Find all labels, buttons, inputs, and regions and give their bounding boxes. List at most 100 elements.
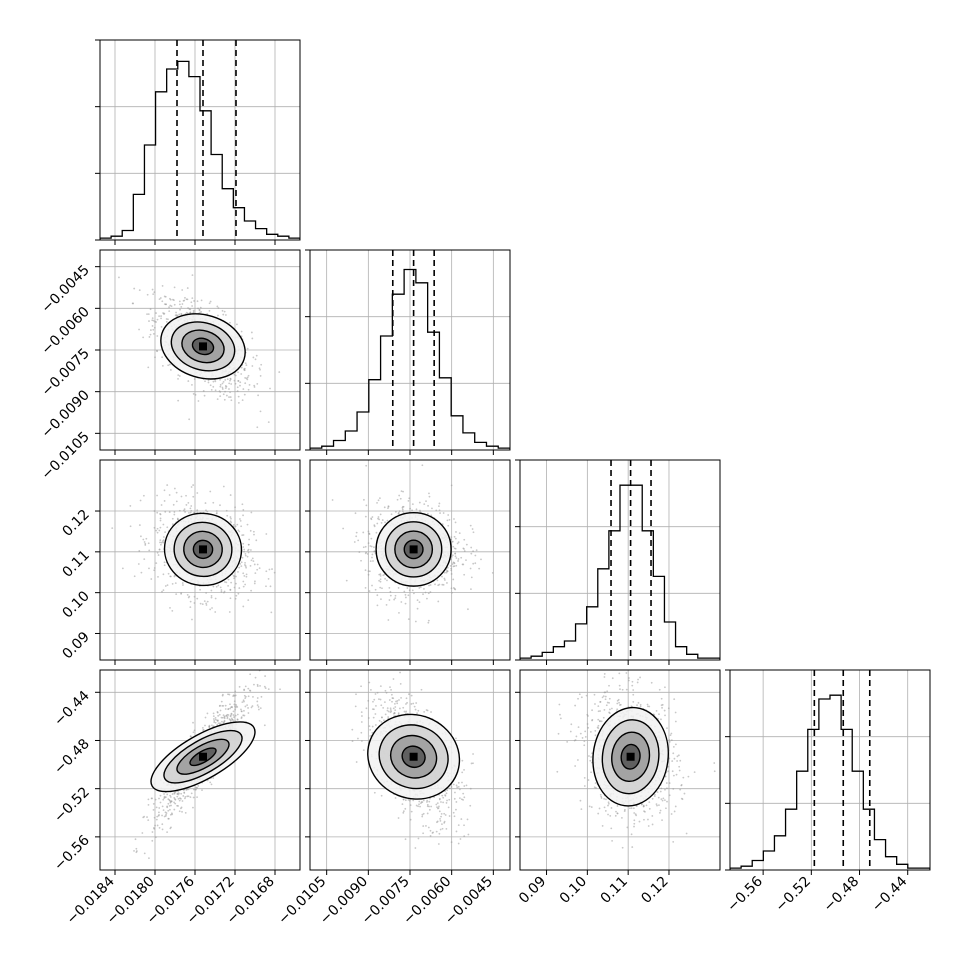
sample-point (219, 395, 222, 398)
sample-point (173, 303, 176, 306)
sample-point (260, 363, 263, 366)
sample-point (151, 325, 154, 327)
sample-point (443, 577, 446, 580)
sample-point (449, 564, 452, 567)
sample-point (154, 798, 157, 801)
sample-point (163, 561, 166, 564)
sample-point (364, 569, 367, 572)
sample-point (233, 703, 236, 706)
sample-point (194, 788, 197, 791)
sample-point (159, 801, 162, 804)
sample-point (216, 724, 219, 726)
sample-point (241, 503, 244, 506)
sample-point (415, 804, 418, 807)
sample-point (431, 832, 434, 834)
sample-point (148, 567, 150, 570)
sample-point (441, 794, 444, 797)
sample-point (177, 797, 180, 800)
sample-point (152, 809, 155, 811)
sample-point (475, 549, 478, 552)
sample-point (243, 688, 246, 691)
sample-point (193, 729, 196, 732)
sample-point (157, 554, 160, 556)
sample-point (189, 511, 192, 514)
sample-point (221, 693, 224, 696)
sample-point (234, 706, 237, 709)
sample-point (411, 509, 413, 512)
sample-point (256, 685, 259, 688)
sample-point (142, 336, 145, 339)
sample-point (446, 566, 449, 569)
sample-point (210, 595, 213, 597)
sample-point (402, 811, 405, 814)
sample-point (460, 818, 463, 820)
sample-point (401, 803, 404, 806)
sample-point (247, 543, 250, 546)
sample-point (150, 797, 153, 800)
sample-point (142, 494, 145, 497)
sample-point (478, 567, 481, 570)
sample-point (221, 309, 224, 312)
sample-point (162, 589, 165, 592)
sample-point (216, 398, 219, 401)
sample-point (171, 517, 174, 520)
sample-point (364, 515, 367, 518)
sample-point (470, 588, 472, 591)
sample-point (417, 709, 420, 712)
sample-point (454, 555, 457, 558)
sample-point (425, 709, 428, 711)
sample-point (648, 801, 651, 804)
sample-point (452, 783, 455, 786)
sample-point (256, 697, 259, 699)
sample-point (445, 571, 448, 574)
sample-point (670, 732, 673, 735)
sample-point (196, 300, 199, 303)
sample-point (385, 691, 388, 694)
sample-point (173, 487, 176, 490)
sample-point (402, 810, 405, 813)
sample-point (411, 503, 414, 506)
sample-point (215, 512, 218, 514)
sample-point (163, 303, 166, 306)
sample-point (234, 714, 237, 717)
sample-point (238, 530, 241, 533)
sample-point (454, 547, 457, 550)
sample-point (243, 369, 246, 372)
sample-point (454, 791, 456, 794)
sample-point (394, 597, 397, 600)
sample-point (163, 564, 166, 567)
sample-point (661, 799, 664, 802)
sample-point (453, 815, 456, 818)
sample-point (232, 714, 235, 716)
sample-point (421, 815, 424, 818)
sample-point (243, 367, 246, 370)
sample-point (242, 605, 245, 608)
sample-point (223, 581, 226, 583)
sample-point (371, 516, 374, 518)
sample-point (254, 358, 257, 361)
sample-point (246, 555, 249, 558)
sample-point (219, 586, 222, 589)
sample-point (161, 590, 163, 593)
sample-point (450, 484, 453, 487)
sample-point (151, 839, 154, 842)
sample-point (247, 388, 250, 391)
sample-point (148, 320, 150, 322)
sample-point (143, 541, 146, 543)
sample-point (229, 588, 232, 591)
sample-point (196, 492, 199, 494)
sample-point (166, 806, 169, 809)
sample-point (156, 318, 159, 321)
sample-point (376, 691, 379, 694)
sample-point (158, 315, 161, 318)
sample-point (380, 794, 383, 797)
sample-point (177, 790, 179, 793)
sample-point (423, 503, 426, 506)
sample-point (430, 805, 433, 808)
sample-point (184, 511, 187, 513)
sample-point (162, 809, 165, 812)
sample-point (410, 810, 413, 813)
sample-point (382, 574, 385, 577)
sample-point (459, 788, 461, 791)
sample-point (387, 619, 390, 621)
